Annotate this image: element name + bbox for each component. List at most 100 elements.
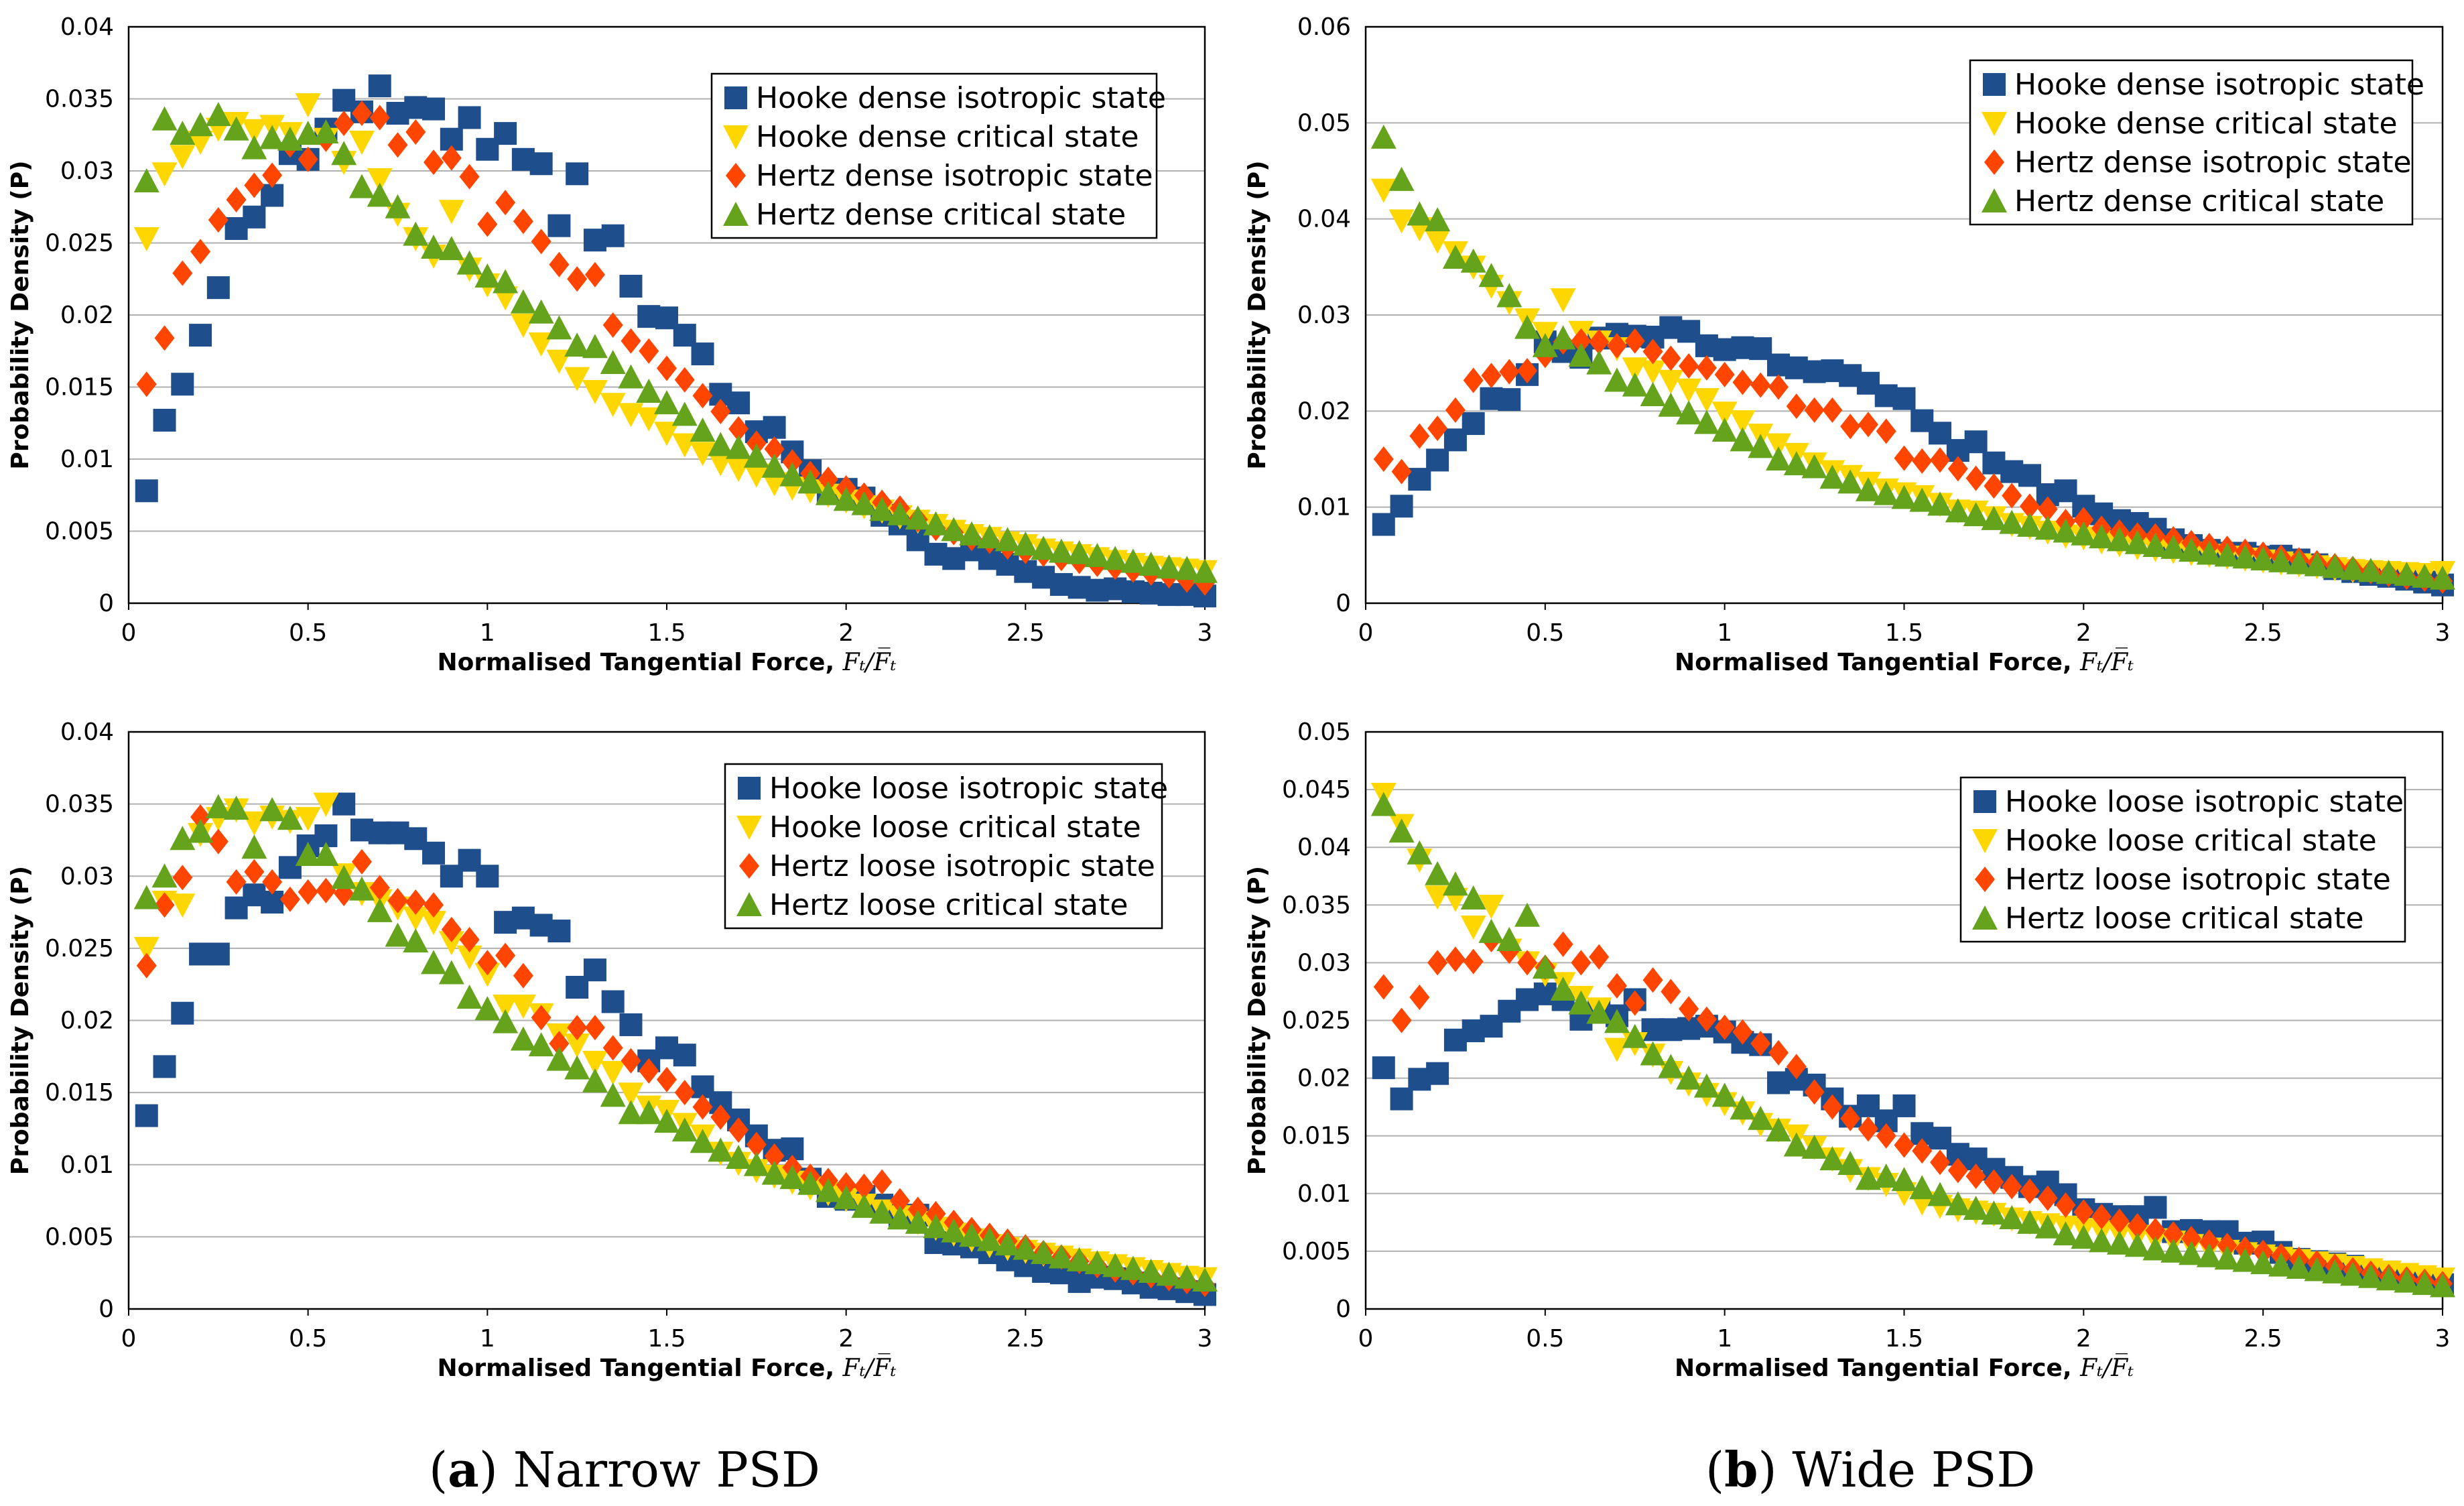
x-tick-label: 2 xyxy=(838,619,854,647)
x-tick-label: 0 xyxy=(1358,1325,1374,1353)
legend-label: Hooke dense critical state xyxy=(2014,107,2398,141)
data-point xyxy=(1445,397,1466,423)
data-point xyxy=(151,863,178,888)
data-point xyxy=(1517,358,1538,384)
data-point xyxy=(1658,369,1684,394)
data-point xyxy=(1801,1134,1827,1159)
data-point xyxy=(1891,1167,1917,1192)
data-point xyxy=(188,112,214,137)
data-point xyxy=(1496,283,1522,308)
data-point xyxy=(2160,534,2187,559)
legend-marker xyxy=(1983,73,2006,96)
data-point xyxy=(1658,1054,1684,1078)
data-point xyxy=(1909,487,1935,512)
data-point xyxy=(1425,861,1451,885)
data-point xyxy=(1586,350,1612,375)
legend-label: Hertz dense isotropic state xyxy=(756,159,1153,193)
y-tick-label: 0.045 xyxy=(1282,776,1351,804)
data-point xyxy=(1766,446,1792,470)
data-point xyxy=(510,314,536,338)
data-point xyxy=(2268,548,2294,572)
series-hertz-dense-critical-state xyxy=(133,102,1218,583)
data-point xyxy=(1462,412,1485,435)
y-tick-label: 0 xyxy=(1336,1296,1351,1323)
data-point xyxy=(2142,1236,2168,1261)
data-point xyxy=(582,334,608,359)
legend-box xyxy=(1959,776,2406,943)
data-point xyxy=(1624,328,1645,354)
data-point xyxy=(621,328,641,354)
data-point xyxy=(797,469,824,494)
data-point xyxy=(208,828,229,855)
data-point xyxy=(2089,1228,2115,1253)
data-point xyxy=(262,162,283,188)
data-point xyxy=(1048,1244,1074,1269)
x-tick-label: 0.5 xyxy=(1526,619,1564,647)
x-axis-label: Normalised Tangential Force, Fₜ/F̅ₜ xyxy=(437,647,896,676)
data-point xyxy=(1426,448,1449,472)
data-point xyxy=(528,1032,554,1057)
data-point xyxy=(1858,1116,1878,1142)
data-point xyxy=(1945,1191,1971,1216)
data-point xyxy=(1732,1019,1753,1045)
data-point xyxy=(2304,552,2330,576)
x-tick-label: 1.5 xyxy=(647,1325,686,1353)
data-point xyxy=(369,105,390,131)
data-point xyxy=(2214,1245,2240,1270)
data-point xyxy=(618,1100,644,1125)
data-point xyxy=(1460,916,1486,940)
data-point xyxy=(2268,1252,2294,1277)
data-point xyxy=(295,93,321,118)
data-point xyxy=(692,383,713,409)
y-tick-label: 0.02 xyxy=(1297,1065,1351,1092)
x-axis-label: Normalised Tangential Force, Fₜ/F̅ₜ xyxy=(1675,1353,2134,1382)
data-point xyxy=(494,122,517,145)
series-hertz-loose-critical-state xyxy=(133,794,1218,1292)
data-point xyxy=(403,928,429,953)
data-point xyxy=(2127,1213,2148,1239)
data-point xyxy=(1693,410,1720,434)
data-point xyxy=(601,224,625,247)
legend-marker xyxy=(739,853,759,879)
data-point xyxy=(154,325,175,351)
data-point xyxy=(351,849,372,875)
data-point xyxy=(564,367,590,391)
data-point xyxy=(621,1048,641,1074)
data-point xyxy=(2376,1266,2402,1291)
data-point xyxy=(1192,1267,1218,1292)
data-point xyxy=(2089,524,2115,549)
legend-marker xyxy=(1972,829,1998,853)
legend-marker xyxy=(726,163,746,188)
data-point xyxy=(1624,990,1645,1016)
data-point xyxy=(531,1005,552,1031)
x-tick-label: 2.5 xyxy=(2244,1325,2282,1353)
data-point xyxy=(279,886,300,912)
data-point xyxy=(1693,1073,1720,1098)
data-point xyxy=(241,834,267,859)
y-tick-label: 0.04 xyxy=(1297,834,1351,861)
data-point xyxy=(1930,1149,1951,1176)
data-point xyxy=(2034,515,2061,540)
data-point xyxy=(421,911,447,936)
data-point xyxy=(441,145,462,171)
series-hertz-loose-isotropic-state xyxy=(1373,926,2453,1297)
data-point xyxy=(564,332,590,357)
legend-marker xyxy=(1984,149,2004,175)
legend-label: Hertz dense critical state xyxy=(2014,184,2384,218)
data-point xyxy=(1499,359,1520,385)
data-point xyxy=(2142,533,2168,557)
data-point xyxy=(493,1009,519,1033)
data-point xyxy=(618,403,644,428)
legend-label: Hooke dense isotropic state xyxy=(756,81,1166,115)
data-point xyxy=(171,1001,194,1025)
data-point xyxy=(1730,410,1756,435)
data-point xyxy=(1892,1094,1916,1117)
data-point xyxy=(151,162,178,187)
data-point xyxy=(2286,550,2312,574)
y-tick-label: 0.02 xyxy=(60,302,114,329)
data-point xyxy=(1640,381,1666,406)
legend-marker xyxy=(736,892,762,916)
data-point xyxy=(833,1185,859,1210)
data-point xyxy=(726,434,752,459)
data-point xyxy=(438,931,464,956)
